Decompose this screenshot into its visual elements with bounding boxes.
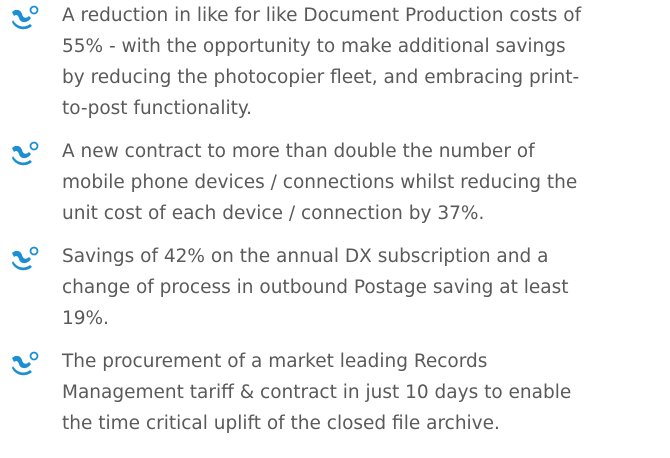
icon-shape	[12, 9, 32, 30]
text-line: 19%.	[62, 308, 109, 329]
bullet-icon	[12, 351, 39, 376]
item-text: Savings of 42% on the annual DX subscrip…	[62, 241, 569, 334]
icon-ring	[29, 351, 39, 361]
text-line: 55% - with the opportunity to make addit…	[62, 36, 566, 57]
list-item: A new contract to more than double the n…	[0, 136, 670, 229]
text-line: Management tariff & contract in just 10 …	[62, 382, 572, 403]
bullet-icon	[12, 5, 39, 30]
icon-shape	[12, 145, 32, 166]
text-line: The procurement of a market leading Reco…	[62, 351, 488, 372]
icon-shape	[12, 250, 32, 271]
bullet-icon	[12, 246, 39, 271]
bullet-icon	[12, 141, 39, 166]
text-line: change of process in outbound Postage sa…	[62, 277, 569, 298]
icon-ring	[29, 141, 39, 151]
list-item: Savings of 42% on the annual DX subscrip…	[0, 241, 670, 334]
text-line: unit cost of each device / connection by…	[62, 203, 485, 224]
item-text: The procurement of a market leading Reco…	[62, 346, 571, 439]
text-line: by reducing the photocopier fleet, and e…	[62, 67, 580, 88]
list-item: A reduction in like for like Document Pr…	[0, 0, 670, 124]
list-item: The procurement of a market leading Reco…	[0, 346, 670, 439]
text-line: A reduction in like for like Document Pr…	[62, 5, 582, 26]
text-line: A new contract to more than double the n…	[62, 141, 535, 162]
icon-ring	[29, 5, 39, 15]
text-line: the time critical uplift of the closed f…	[62, 413, 500, 434]
icon-ring	[29, 246, 39, 256]
text-line: mobile phone devices / connections whils…	[62, 172, 578, 193]
text-line: Savings of 42% on the annual DX subscrip…	[62, 246, 549, 267]
text-line: to-post functionality.	[62, 98, 253, 119]
item-text: A reduction in like for like Document Pr…	[62, 0, 581, 124]
icon-shape	[12, 355, 32, 376]
item-text: A new contract to more than double the n…	[62, 136, 577, 229]
